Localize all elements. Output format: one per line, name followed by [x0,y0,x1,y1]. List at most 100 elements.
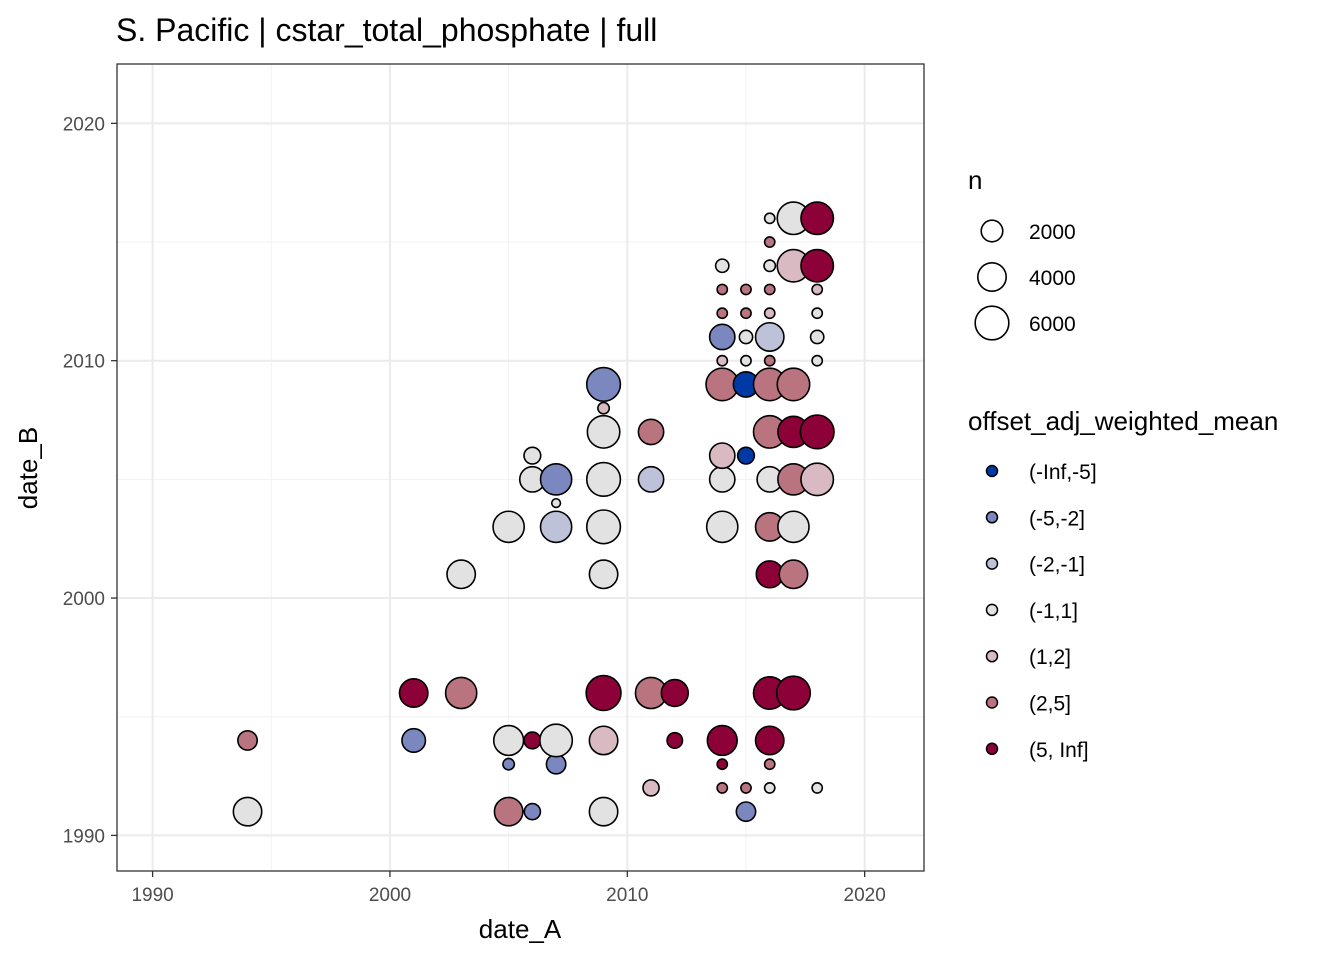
data-point [539,723,574,758]
data-point [597,401,611,415]
color-legend-key [985,649,999,663]
axes: 1990 2000 2010 2020 1990 2000 2010 2020 [63,114,886,906]
data-point [585,674,622,712]
data-point [708,442,736,470]
data-point [523,802,542,821]
data-point [716,782,729,794]
data-point [705,510,739,544]
panel-border [116,63,925,872]
data-point [800,201,835,236]
data-point [237,729,259,751]
data-point [716,758,729,771]
color-legend-label: (-1,1] [1029,600,1078,623]
data-point [763,782,776,794]
data-point [706,724,738,757]
data-point [776,367,811,402]
size-legend-key [974,305,1010,341]
data-point [763,259,777,273]
color-legend-key [985,557,999,570]
data-point [740,354,752,367]
data-point [401,727,427,754]
data-point [754,725,785,756]
x-tick-label: 2020 [844,885,886,906]
data-point [708,323,736,351]
size-legend-label: 2000 [1029,221,1076,244]
data-point [660,678,690,708]
data-point [754,321,785,352]
data-point [736,446,756,465]
data-point [585,509,622,545]
data-point [740,283,752,296]
x-tick-label: 2010 [606,885,648,906]
size-legend-title: n [968,165,982,195]
size-legend-key [980,219,1004,243]
chart-title: S. Pacific | cstar_total_phosphate | ful… [116,12,657,48]
data-point [738,329,754,345]
data-point [398,677,429,708]
color-legend-key [985,742,999,756]
data-point [588,559,619,590]
data-point [550,497,562,509]
data-point [585,461,622,497]
data-point [708,465,736,493]
data-point [811,782,824,794]
data-point [735,801,757,823]
data-point [799,414,835,450]
gridlines [117,64,924,871]
data-point [809,329,825,345]
data-point [763,236,776,248]
data-point [763,283,776,296]
x-tick-label: 1990 [131,885,173,906]
data-point [740,782,752,794]
color-legend-label: (-2,-1] [1029,554,1085,577]
data-point [588,796,619,827]
y-tick-label: 1990 [63,826,105,847]
color-legend-title: offset_adj_weighted_mean [968,406,1278,436]
color-legend-key [985,464,999,478]
data-point [539,510,573,544]
data-point [763,307,776,320]
color-legend-label: (-5,-2] [1029,507,1085,530]
size-legend-label: 6000 [1029,313,1076,336]
data-point [585,366,622,403]
color-legend-key [985,511,999,524]
data-point [716,354,729,367]
data-point [642,779,660,797]
data-point [637,465,665,493]
data-point [666,731,684,749]
data-point [716,283,729,296]
data-point [714,258,730,274]
data-point [800,248,835,283]
data-point [539,462,573,496]
color-legend-label: (2,5] [1029,693,1071,716]
y-tick-label: 2000 [63,589,105,610]
color-legend: (-Inf,-5] (-5,-2] (-2,-1] (-1,1] (1,2] (2,5] (… [985,461,1097,762]
data-point [446,559,477,590]
points-layer [232,201,835,827]
data-point [586,414,621,449]
data-point [763,354,776,367]
data-point [588,725,619,756]
data-point [637,418,665,446]
y-tick-label: 2020 [63,114,105,135]
data-point [523,446,542,465]
data-point [763,212,776,225]
color-legend-label: (1,2] [1029,646,1071,669]
data-point [492,724,525,757]
size-legend-label: 4000 [1029,267,1076,290]
x-tick-label: 2000 [369,885,411,906]
y-axis-title: date_B [13,427,43,509]
color-legend-label: (5, Inf] [1029,739,1089,762]
data-point [778,559,809,590]
data-point [493,796,524,827]
data-point [800,462,835,497]
size-legend-key [976,261,1008,293]
data-point [811,354,824,367]
color-legend-key [985,696,999,709]
data-point [811,283,824,296]
data-point [232,796,263,827]
color-legend-key [985,603,999,617]
y-tick-label: 2010 [63,352,105,373]
data-point [811,307,824,320]
